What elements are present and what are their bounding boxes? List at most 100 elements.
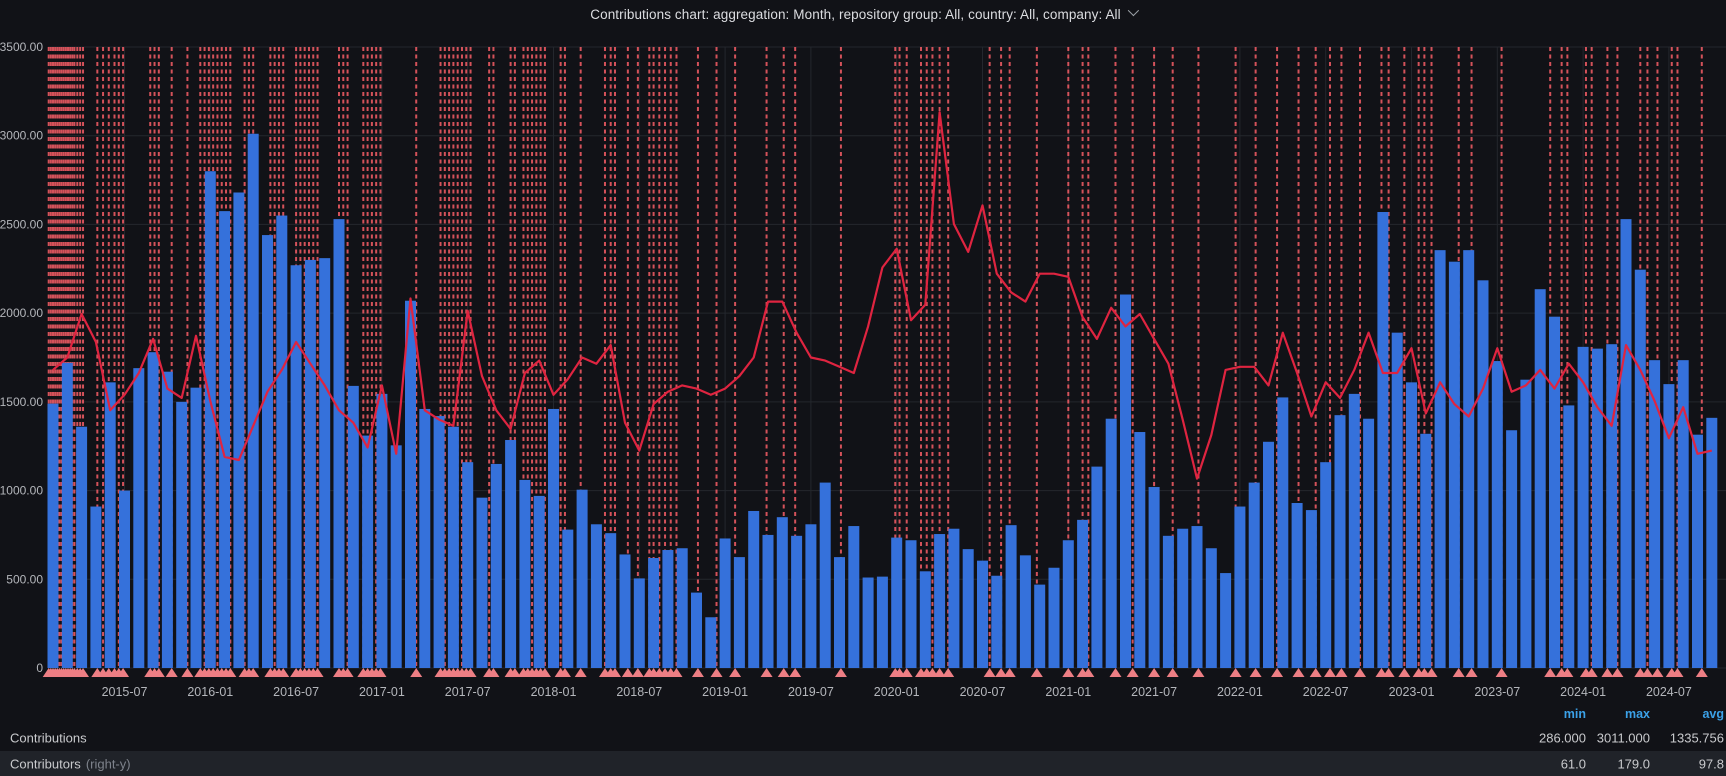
contributions-bar [1563, 405, 1575, 668]
annotation-marker-icon[interactable] [1062, 668, 1075, 677]
annotation-marker-icon[interactable] [574, 668, 587, 677]
annotation-marker-icon[interactable] [77, 668, 90, 677]
annotation-marker-icon[interactable] [1425, 668, 1438, 677]
legend-row-contributors[interactable]: Contributors (right-y) 61.0 179.0 97.8 [0, 751, 1726, 776]
contributions-bar [47, 403, 59, 668]
annotation-marker-icon[interactable] [487, 668, 500, 677]
contributions-bar [1391, 332, 1403, 668]
annotation-marker-icon[interactable] [1495, 668, 1508, 677]
annotation-marker-icon[interactable] [1561, 668, 1574, 677]
annotation-marker-icon[interactable] [1003, 668, 1016, 677]
annotation-marker-icon[interactable] [789, 668, 802, 677]
contributions-bar [490, 463, 502, 668]
annotation-marker-icon[interactable] [900, 668, 913, 677]
annotation-marker-icon[interactable] [311, 668, 324, 677]
contributions-bar [934, 534, 946, 668]
annotation-marker-icon[interactable] [464, 668, 477, 677]
annotation-marker-icon[interactable] [1166, 668, 1179, 677]
contributions-bar [61, 362, 73, 668]
annotation-marker-icon[interactable] [1651, 668, 1664, 677]
annotation-marker-icon[interactable] [631, 668, 644, 677]
legend-series-name[interactable]: Contributions [10, 730, 87, 746]
y-axis-tick-label: 3500.00 [0, 40, 43, 54]
legend-row-contributions[interactable]: Contributions 286.000 3011.000 1335.756 [0, 725, 1726, 751]
legend-header-min[interactable]: min [1563, 707, 1586, 721]
annotation-marker-icon[interactable] [1148, 668, 1161, 677]
annotation-marker-icon[interactable] [1382, 668, 1395, 677]
annotation-marker-icon[interactable] [1585, 668, 1598, 677]
annotation-marker-icon[interactable] [1544, 668, 1557, 677]
y-axis-tick-label: 500.00 [6, 572, 43, 586]
legend-series-name[interactable]: Contributors [10, 756, 81, 771]
annotation-marker-icon[interactable] [1271, 668, 1284, 677]
annotation-marker-icon[interactable] [1335, 668, 1348, 677]
annotation-marker-icon[interactable] [1452, 668, 1465, 677]
annotation-marker-icon[interactable] [1354, 668, 1367, 677]
annotation-marker-icon[interactable] [1465, 668, 1478, 677]
annotation-marker-icon[interactable] [1695, 668, 1708, 677]
annotation-marker-icon[interactable] [1601, 668, 1614, 677]
contributions-bar [1577, 346, 1589, 668]
annotation-marker-icon[interactable] [1249, 668, 1262, 677]
annotation-marker-icon[interactable] [729, 668, 742, 677]
annotation-marker-icon[interactable] [691, 668, 704, 677]
legend-header-avg[interactable]: avg [1702, 707, 1724, 721]
contributions-bar [1291, 502, 1303, 668]
contributions-bar [1534, 289, 1546, 668]
annotation-marker-icon[interactable] [608, 668, 621, 677]
annotation-marker-icon[interactable] [1082, 668, 1095, 677]
annotation-marker-icon[interactable] [834, 668, 847, 677]
annotation-marker-icon[interactable] [1671, 668, 1684, 677]
annotation-marker-icon[interactable] [710, 668, 723, 677]
annotation-marker-icon[interactable] [181, 668, 194, 677]
annotation-marker-icon[interactable] [1323, 668, 1336, 677]
annotation-marker-icon[interactable] [152, 668, 165, 677]
annotation-marker-icon[interactable] [1309, 668, 1322, 677]
annotation-marker-icon[interactable] [374, 668, 387, 677]
annotation-marker-icon[interactable] [1292, 668, 1305, 677]
annotation-marker-icon[interactable] [410, 668, 423, 677]
annotation-marker-icon[interactable] [1192, 668, 1205, 677]
chart-canvas[interactable]: 3500.00 3000.00 2500.00 2000.00 1500.00 1000.… [0, 0, 1726, 703]
annotation-marker-icon[interactable] [983, 668, 996, 677]
contributions-bar [505, 440, 517, 668]
contributions-bar [1677, 360, 1689, 668]
contributions-bar [1162, 535, 1174, 668]
x-axis-tick-label: 2015-07 [102, 685, 148, 699]
annotation-marker-icon[interactable] [558, 668, 571, 677]
annotation-marker-icon[interactable] [670, 668, 683, 677]
annotation-marker-icon[interactable] [942, 668, 955, 677]
annotation-marker-icon[interactable] [341, 668, 354, 677]
contributions-bar [290, 265, 302, 668]
annotation-marker-icon[interactable] [247, 668, 260, 677]
annotation-marker-icon[interactable] [1641, 668, 1654, 677]
annotation-marker-icon[interactable] [621, 668, 634, 677]
annotation-marker-icon[interactable] [224, 668, 237, 677]
legend-header-max[interactable]: max [1624, 707, 1650, 721]
annotation-marker-icon[interactable] [117, 668, 130, 677]
annotation-marker-icon[interactable] [933, 668, 946, 677]
annotation-marker-icon[interactable] [508, 668, 521, 677]
annotation-marker-icon[interactable] [1126, 668, 1139, 677]
contributions-bar [347, 385, 359, 668]
annotation-marker-icon[interactable] [277, 668, 290, 677]
annotation-marker-icon[interactable] [995, 668, 1008, 677]
x-axis-tick-label: 2024-07 [1646, 685, 1692, 699]
contributions-bar [476, 497, 488, 668]
annotation-marker-icon[interactable] [760, 668, 773, 677]
annotation-marker-icon[interactable] [165, 668, 178, 677]
contributions-bar [962, 549, 974, 668]
annotation-marker-icon[interactable] [1229, 668, 1242, 677]
annotation-marker-icon[interactable] [1611, 668, 1624, 677]
annotation-marker-icon[interactable] [1398, 668, 1411, 677]
contributions-bar [776, 517, 788, 668]
contributions-bar [462, 462, 474, 668]
annotation-marker-icon[interactable] [1030, 668, 1043, 677]
contributions-bar [1091, 466, 1103, 668]
annotation-marker-icon[interactable] [1109, 668, 1122, 677]
annotation-marker-icon[interactable] [538, 668, 551, 677]
panel-header[interactable]: Contributions chart: aggregation: Month,… [0, 0, 1726, 28]
contributions-bar [1248, 482, 1260, 668]
annotation-marker-icon[interactable] [777, 668, 790, 677]
